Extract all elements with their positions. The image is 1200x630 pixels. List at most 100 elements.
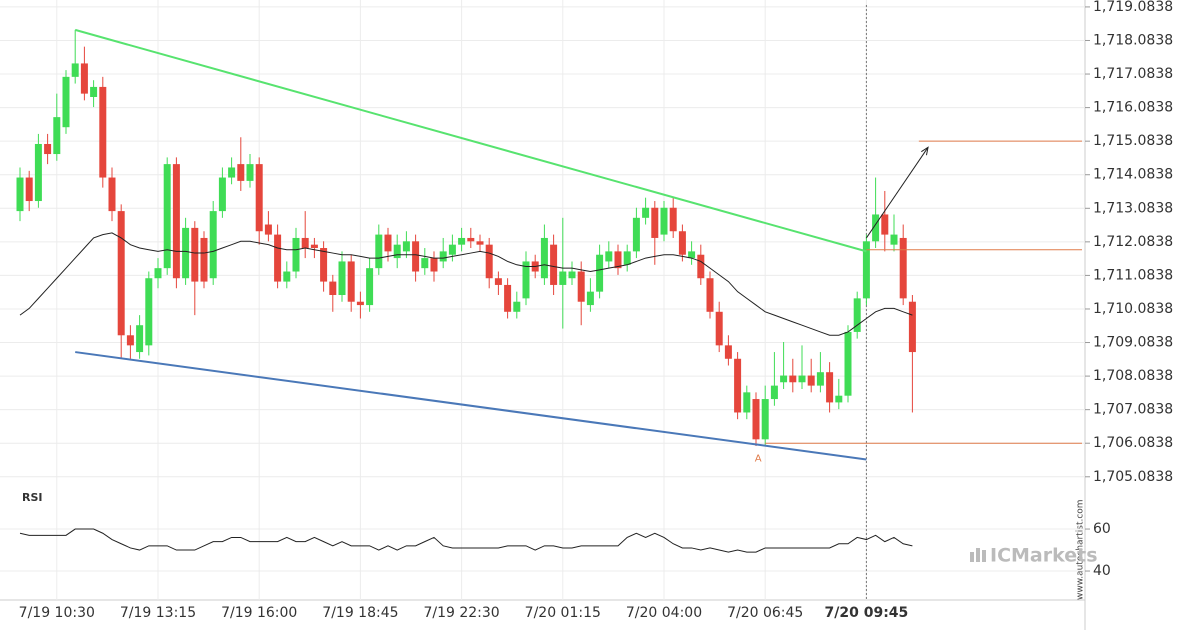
y-tick-label: 1,713.0838: [1093, 200, 1173, 216]
candle-body: [320, 248, 328, 282]
candle-body: [816, 372, 824, 386]
candle-body: [596, 254, 604, 292]
candle-body: [366, 268, 374, 306]
y-tick-label: 40: [1093, 563, 1111, 579]
y-tick-label: 1,716.0838: [1093, 100, 1173, 116]
candle-body: [329, 281, 337, 296]
candle-body: [522, 261, 530, 299]
candle-body: [136, 325, 144, 353]
y-tick-label: 60: [1093, 521, 1111, 537]
candle-body: [264, 224, 272, 235]
candle-body: [715, 311, 723, 346]
brand-logo: ICMarkets: [970, 545, 1098, 567]
x-tick-label: 7/19 13:15: [120, 605, 196, 621]
candle-body: [770, 385, 778, 400]
candle-body: [835, 395, 843, 403]
candle-body: [421, 258, 429, 269]
candle-body: [62, 76, 70, 128]
candle-body: [154, 268, 162, 279]
candle-body: [743, 392, 751, 413]
candle-body: [568, 271, 576, 279]
candle-body: [724, 345, 732, 359]
rsi-line: [19, 528, 913, 553]
candle-body: [255, 164, 263, 232]
candle-body: [44, 143, 52, 155]
candle-body: [145, 278, 153, 346]
candle-body: [412, 241, 420, 272]
moving-average: [19, 232, 913, 336]
y-tick-label: 1,714.0838: [1093, 167, 1173, 183]
candle-body: [448, 244, 456, 255]
y-tick-label: 1,706.0838: [1093, 435, 1173, 451]
candle-body: [402, 241, 410, 252]
candle-body: [899, 237, 907, 299]
candle-body: [688, 251, 696, 259]
y-tick-label: 1,711.0838: [1093, 267, 1173, 283]
candle-body: [623, 251, 631, 265]
candle-body: [467, 237, 475, 242]
candle-body: [586, 291, 594, 306]
candle-body: [310, 244, 318, 249]
arrow-head: [921, 146, 929, 156]
upper-trend-line: [74, 28, 867, 253]
candle-body: [117, 211, 125, 336]
y-tick-label: 1,707.0838: [1093, 402, 1173, 418]
candle-body: [651, 207, 659, 238]
candle-body: [844, 331, 852, 396]
candle-body: [504, 284, 512, 312]
candle-body: [789, 375, 797, 383]
y-tick-label: 1,709.0838: [1093, 335, 1173, 351]
candle-body: [338, 261, 346, 296]
candle-body: [761, 399, 769, 440]
candle-body: [577, 271, 585, 302]
candle-body: [292, 237, 300, 272]
candle-body: [605, 251, 613, 262]
candle-body: [513, 301, 521, 312]
candle-body: [246, 164, 254, 181]
candle-body: [439, 251, 447, 262]
candle-body: [393, 244, 401, 259]
candle-body: [228, 167, 236, 178]
candle-body: [458, 237, 466, 245]
candle-body: [826, 372, 834, 403]
candle-body: [494, 278, 502, 285]
candle-body: [752, 399, 760, 440]
y-tick-label: 1,717.0838: [1093, 66, 1173, 82]
candle-body: [191, 227, 199, 282]
candle-body: [25, 177, 33, 202]
candle-body: [301, 237, 309, 249]
x-tick-label: 7/20 01:15: [525, 605, 601, 621]
forecast-arrow: [865, 147, 929, 239]
candle-body: [182, 227, 190, 279]
y-tick-label: 1,718.0838: [1093, 32, 1173, 48]
site-watermark: www.autochartist.com: [1076, 499, 1086, 600]
candle-body: [347, 261, 355, 302]
y-tick-label: 1,705.0838: [1093, 469, 1173, 485]
point-label: A: [755, 454, 762, 465]
candle-body: [660, 207, 668, 235]
candle-body: [890, 234, 898, 245]
y-tick-label: 1,708.0838: [1093, 368, 1173, 384]
lower-trend-line: [75, 351, 867, 461]
x-tick-label: 7/20 06:45: [727, 605, 803, 621]
rsi-title: RSI: [22, 491, 43, 504]
candle-body: [540, 237, 548, 279]
candle-body: [237, 164, 245, 181]
candle-body: [53, 117, 61, 155]
candle-body: [34, 143, 42, 202]
candle-body: [99, 86, 107, 178]
candle-body: [807, 375, 815, 386]
candle-body: [485, 244, 493, 279]
candle-body: [476, 241, 484, 245]
candle-body: [90, 86, 98, 97]
candle-body: [356, 301, 364, 306]
candle-body: [108, 177, 116, 212]
candle-body: [80, 63, 88, 94]
candle-body: [559, 271, 567, 285]
x-tick-label: 7/20 09:45: [825, 605, 909, 621]
candle-body: [218, 177, 226, 212]
candle-body: [853, 298, 861, 332]
candle-body: [697, 254, 705, 279]
candle-body: [872, 214, 880, 242]
